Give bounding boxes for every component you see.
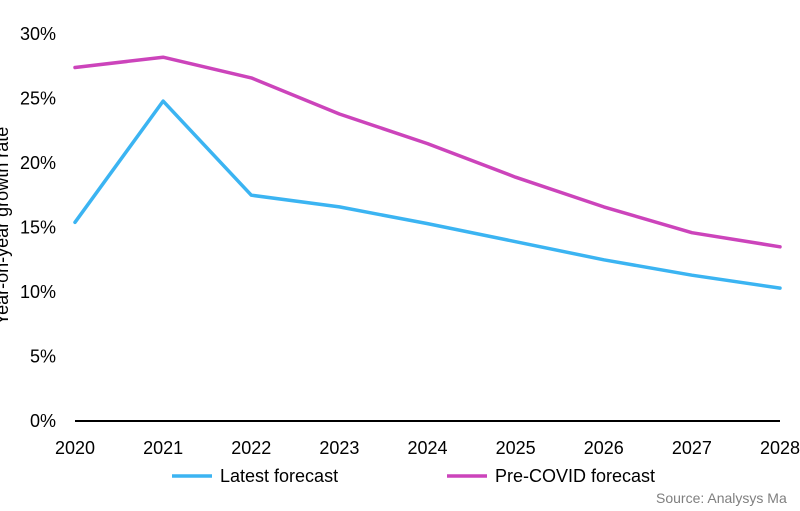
x-tick-label: 2020 [55,438,95,458]
y-tick-label: 10% [20,282,56,302]
x-axis-ticks: 2020 2021 2022 2023 2024 2025 2026 2027 2028 [55,438,800,458]
x-tick-label: 2025 [496,438,536,458]
y-axis-title: Year-on-year growth rate [0,127,12,325]
x-tick-label: 2021 [143,438,183,458]
y-tick-label: 5% [30,347,56,367]
source-note: Source: Analysys Ma [656,490,787,506]
y-tick-label: 15% [20,218,56,238]
y-axis-ticks: 0% 5% 10% 15% 20% 25% 30% [20,24,56,431]
legend-item: Pre-COVID forecast [447,466,655,486]
legend-label: Pre-COVID forecast [495,466,655,486]
legend-label: Latest forecast [220,466,338,486]
y-tick-label: 0% [30,411,56,431]
x-tick-label: 2022 [231,438,271,458]
x-tick-label: 2024 [407,438,447,458]
x-tick-label: 2026 [584,438,624,458]
x-tick-label: 2028 [760,438,800,458]
x-tick-label: 2027 [672,438,712,458]
y-tick-label: 30% [20,24,56,44]
legend-item: Latest forecast [172,466,338,486]
x-tick-label: 2023 [319,438,359,458]
series-lines [73,55,782,290]
legend: Latest forecast Pre-COVID forecast [172,466,655,486]
y-tick-label: 25% [20,89,56,109]
series-line-pre-covid-forecast [73,55,782,249]
series-line-latest-forecast [73,99,782,290]
y-tick-label: 20% [20,153,56,173]
